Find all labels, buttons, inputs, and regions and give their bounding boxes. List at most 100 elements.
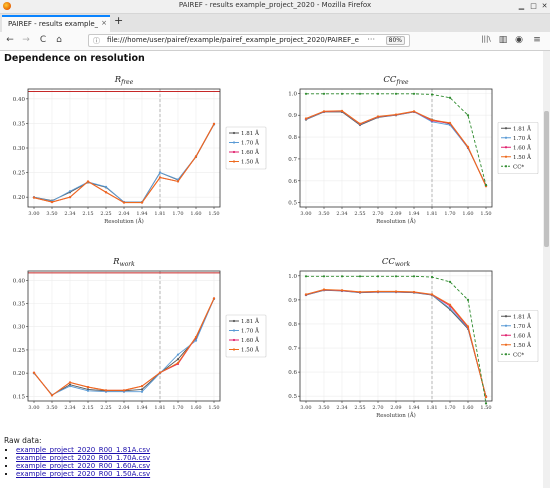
data-point — [140, 385, 144, 388]
x-tick-label: 1.94 — [136, 211, 147, 217]
scrollbar-thumb[interactable] — [544, 111, 549, 247]
data-point — [322, 92, 326, 95]
data-point — [104, 185, 108, 188]
maximize-icon[interactable]: □ — [530, 2, 537, 10]
tab-results[interactable]: PAIREF - results example_pr × — [2, 15, 110, 32]
y-tick-label: 0.8 — [288, 135, 297, 141]
close-window-icon[interactable]: ✕ — [541, 2, 548, 10]
account-icon[interactable]: ◉ — [515, 35, 523, 45]
data-point — [304, 92, 308, 95]
legend-label: 1.50 Å — [241, 346, 260, 354]
y-tick-label: 0.25 — [13, 171, 26, 177]
x-tick-label: 2.04 — [118, 405, 129, 411]
minimize-icon[interactable]: ▁ — [518, 2, 525, 10]
x-tick-label: 2.70 — [372, 405, 383, 411]
page-actions-icon[interactable]: ··· — [367, 35, 375, 44]
data-point — [104, 191, 108, 194]
data-point — [448, 96, 452, 99]
tab-label: PAIREF - results example_pr — [8, 20, 98, 28]
home-button[interactable]: ⌂ — [56, 35, 62, 45]
legend-label: 1.81 Å — [241, 317, 260, 325]
y-tick-label: 0.7 — [288, 157, 297, 163]
firefox-icon — [3, 2, 11, 10]
legend-label: 1.70 Å — [241, 139, 260, 147]
data-point — [430, 93, 434, 96]
y-tick-label: 0.20 — [13, 195, 26, 201]
raw-file-link[interactable]: example_project_2020_R00_1.70A.csv — [16, 454, 151, 462]
y-tick-label: 0.7 — [288, 346, 297, 352]
url-bar[interactable]: ⓘ file:///home/user/pairef/example/paire… — [88, 34, 410, 47]
data-point — [448, 280, 452, 283]
data-point — [484, 396, 488, 399]
back-button[interactable]: ← — [6, 35, 14, 45]
page-title: Dependence on resolution — [4, 53, 145, 64]
site-info-icon[interactable]: ⓘ — [93, 37, 100, 45]
vertical-scrollbar[interactable] — [543, 51, 550, 488]
legend-marker — [232, 338, 236, 342]
x-axis-label: Resolution (Å) — [104, 217, 144, 225]
raw-file-link[interactable]: example_project_2020_R00_1.50A.csv — [16, 470, 151, 478]
legend-marker — [232, 319, 236, 323]
data-point — [322, 110, 326, 113]
x-axis-label: Resolution (Å) — [376, 217, 416, 225]
data-point — [140, 201, 144, 204]
legend-label: CC* — [513, 164, 524, 170]
data-point — [412, 92, 416, 95]
x-tick-label: 2.70 — [372, 211, 383, 217]
y-tick-label: 0.8 — [288, 322, 297, 328]
legend-marker — [504, 343, 508, 346]
url-text[interactable]: file:///home/user/pairef/example/pairef_… — [107, 36, 359, 44]
new-tab-button[interactable]: + — [114, 14, 124, 27]
data-point — [394, 92, 398, 95]
x-tick-label: 1.60 — [462, 211, 473, 217]
data-point — [394, 290, 398, 293]
x-tick-label: 1.70 — [444, 405, 455, 411]
y-tick-label: 0.40 — [13, 278, 26, 284]
x-tick-label: 1.81 — [426, 405, 437, 411]
list-item: example_project_2020_R00_1.81A.csv — [16, 446, 150, 454]
data-point — [68, 196, 72, 199]
legend-label: 1.50 Å — [241, 158, 260, 166]
reload-button[interactable]: C — [39, 35, 47, 45]
x-tick-label: 1.50 — [208, 211, 219, 217]
legend-label: 1.70 Å — [513, 322, 532, 330]
x-tick-label: 2.34 — [64, 405, 75, 411]
chart-title-sub: free — [120, 79, 134, 86]
library-icon[interactable]: |||\ — [481, 35, 491, 43]
data-point — [412, 110, 416, 113]
x-tick-label: 1.60 — [462, 405, 473, 411]
menu-icon[interactable]: ≡ — [533, 35, 541, 45]
data-point — [466, 298, 470, 301]
x-tick-label: 1.70 — [172, 211, 183, 217]
chart-title: CCfree — [383, 75, 409, 86]
forward-button[interactable]: → — [22, 35, 30, 45]
data-point — [304, 293, 308, 296]
data-point — [212, 122, 216, 126]
x-tick-label: 1.81 — [154, 211, 165, 217]
raw-file-link[interactable]: example_project_2020_R00_1.81A.csv — [16, 446, 151, 454]
data-point — [194, 339, 198, 342]
legend-marker — [504, 127, 508, 130]
raw-file-link[interactable]: example_project_2020_R00_1.60A.csv — [16, 462, 151, 470]
legend-marker — [504, 155, 508, 158]
raw-data-label: Raw data: — [4, 436, 42, 445]
data-point — [322, 288, 326, 291]
sidebar-icon[interactable]: ▥ — [498, 35, 508, 45]
legend-marker — [232, 131, 236, 135]
x-tick-label: 1.70 — [444, 211, 455, 217]
data-point — [430, 118, 434, 122]
y-tick-label: 1.0 — [288, 91, 297, 97]
navigation-toolbar: ← → C ⌂ ⓘ file:///home/user/pairef/examp… — [0, 32, 550, 51]
x-tick-label: 2.15 — [82, 405, 93, 411]
data-point — [376, 275, 380, 278]
x-tick-label: 3.00 — [300, 405, 311, 411]
x-tick-label: 2.25 — [100, 405, 111, 411]
zoom-badge[interactable]: 80% — [385, 36, 405, 45]
x-tick-label: 2.09 — [390, 211, 401, 217]
data-point — [68, 385, 72, 388]
x-tick-label: 1.50 — [480, 211, 491, 217]
data-point — [358, 122, 362, 125]
legend-box — [497, 121, 539, 175]
title-bar: PAIREF - results example_project_2020 - … — [0, 0, 550, 14]
tab-close-icon[interactable]: × — [101, 19, 107, 27]
